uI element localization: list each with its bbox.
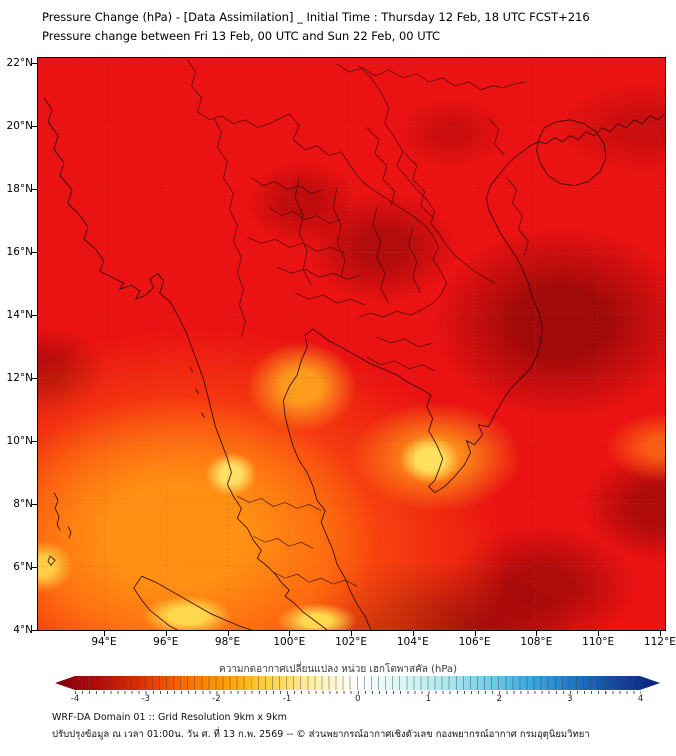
colorbar-minor-ticks (75, 691, 641, 694)
lat-tick-mark (32, 315, 37, 316)
colorbar-tick-label: 0 (355, 694, 361, 704)
lon-tick-label: 110°E (582, 636, 615, 648)
andaman-islands (47, 492, 72, 566)
lat-tick-label: 22°N (6, 57, 33, 69)
lon-tick-mark (351, 631, 353, 636)
lat-tick-label: 12°N (6, 372, 33, 384)
border-group (187, 59, 529, 587)
border-thailand-laos-mekong (288, 113, 448, 318)
province-lines-1 (247, 177, 366, 306)
border-myanmar-thailand (213, 117, 246, 338)
province-lines-peninsula (237, 496, 358, 587)
lon-tick-mark (412, 631, 414, 636)
lat-tick-label: 18°N (6, 183, 33, 195)
lat-tick-mark (32, 378, 37, 379)
lon-tick-label: 102°E (335, 636, 368, 648)
coastlines-borders-gridlines (38, 58, 665, 630)
colorbar-tick-label: 2 (496, 694, 502, 704)
footer-domain-info: WRF-DA Domain 01 :: Grid Resolution 9km … (52, 712, 287, 723)
province-lines-2 (294, 177, 422, 304)
lat-tick-label: 20°N (6, 120, 33, 132)
lat-tick-label: 16°N (6, 246, 33, 258)
colorbar-label: ความกดอากาศเปลี่ยนแปลง หน่วย เฮกโตพาสคัล… (219, 664, 457, 675)
mergui-islands (189, 366, 205, 418)
colorbar-tick-label: -3 (141, 694, 150, 704)
lat-tick-label: 4°N (13, 624, 33, 636)
hainan-island (535, 119, 607, 187)
colorbar-tick-label: 1 (425, 694, 432, 704)
coastline-gulf-vietnam-china (282, 113, 665, 630)
lon-tick-mark (289, 631, 291, 636)
lon-tick-label: 104°E (396, 636, 429, 648)
lon-tick-mark (104, 631, 105, 636)
coastline-bay-of-bengal-peninsula (43, 97, 328, 630)
lat-tick-mark (32, 504, 37, 505)
sumatra-west-coast (133, 575, 178, 630)
chart-subtitle: Pressure change between Fri 13 Feb, 00 U… (42, 29, 441, 43)
map-plot-area (37, 57, 666, 631)
province-lines-cambodia (366, 336, 435, 372)
lat-tick-label: 14°N (6, 309, 33, 321)
lat-tick-label: 6°N (13, 561, 33, 573)
border-myanmar-china-laos (187, 59, 290, 129)
lon-tick-label: 106°E (458, 636, 491, 648)
colorbar (55, 676, 660, 690)
lon-tick-label: 96°E (153, 636, 179, 648)
lat-tick-label: 8°N (13, 498, 33, 510)
lat-tick-label: 10°N (6, 435, 33, 447)
colorbar-tick-label: -2 (212, 694, 221, 704)
lat-tick-mark (32, 126, 37, 127)
lat-tick-mark (32, 567, 37, 568)
border-laos-vietnam (358, 65, 495, 284)
lon-tick-label: 108°E (520, 636, 553, 648)
lat-tick-mark (32, 63, 37, 64)
colorbar-tick-label: 4 (637, 694, 644, 704)
colorbar-tick-label: -1 (282, 694, 292, 704)
colorbar-tick-label: 3 (567, 694, 573, 704)
border-china-vietnam (336, 63, 527, 91)
lon-tick-label: 100°E (273, 636, 306, 648)
chart-title: Pressure Change (hPa) - [Data Assimilati… (42, 10, 590, 24)
lat-tick-mark (32, 252, 37, 253)
lon-tick-label: 98°E (214, 636, 241, 648)
lat-tick-mark (32, 630, 37, 631)
footer-update-info: ปรับปรุงข้อมูล ณ เวลา 01:00น. วัน ศ. ที่… (52, 729, 590, 740)
colorbar-tick-label: -4 (70, 694, 80, 704)
lon-tick-mark (227, 631, 229, 636)
province-lines-laos (366, 117, 529, 256)
lon-tick-label: 94°E (91, 636, 117, 648)
lon-tick-mark (598, 631, 600, 636)
coastline-group (43, 97, 665, 630)
sumatra-east-coast (141, 575, 252, 630)
lat-tick-mark (32, 189, 37, 190)
pressure-change-field (38, 58, 665, 630)
lon-tick-mark (474, 631, 476, 636)
lon-tick-mark (165, 631, 167, 636)
lon-tick-mark (536, 631, 538, 636)
lat-tick-mark (32, 441, 37, 442)
lon-tick-label: 112°E (643, 636, 676, 648)
lon-tick-mark (659, 631, 661, 636)
